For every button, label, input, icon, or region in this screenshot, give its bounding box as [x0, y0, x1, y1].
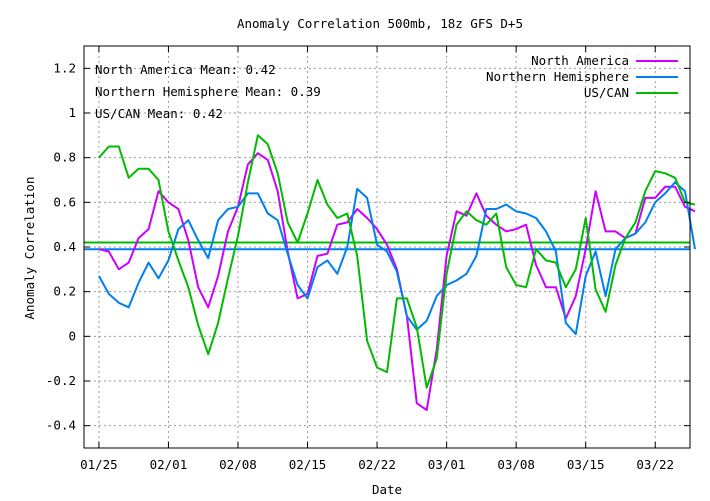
y-tick-label: 0.6	[53, 194, 76, 209]
mean-annotation: US/CAN Mean: 0.42	[95, 106, 223, 121]
y-tick-label: -0.4	[46, 418, 76, 433]
series-lines	[98, 134, 696, 411]
legend-label: North America	[531, 53, 629, 68]
mean-annotations: North America Mean: 0.42 Northern Hemisph…	[95, 62, 321, 121]
x-tick-label: 03/08	[497, 457, 535, 472]
x-tick-label: 03/15	[567, 457, 605, 472]
mean-annotation: Northern Hemisphere Mean: 0.39	[95, 84, 321, 99]
y-tick-label: 1.2	[53, 60, 76, 75]
x-tick-label: 01/25	[80, 457, 118, 472]
legend-label: US/CAN	[584, 85, 629, 100]
y-tick-label: 0	[68, 328, 76, 343]
x-tick-label: 03/22	[636, 457, 674, 472]
x-tick-label: 02/08	[219, 457, 257, 472]
x-axis-label: Date	[372, 482, 402, 497]
series-line	[98, 134, 696, 389]
legend-label: Northern Hemisphere	[486, 69, 629, 84]
y-tick-label: -0.2	[46, 373, 76, 388]
y-tick-label: 0.4	[53, 239, 76, 254]
mean-annotation: North America Mean: 0.42	[95, 62, 276, 77]
axis-ticks: -0.4 -0.2 0 0.2 0.4 0.6 0.8 1 1.2 01/25 02/01 02/08…	[46, 46, 690, 472]
x-tick-label: 02/15	[289, 457, 327, 472]
series-line	[98, 181, 696, 336]
y-tick-label: 0.2	[53, 284, 76, 299]
chart-title: Anomaly Correlation 500mb, 18z GFS D+5	[237, 16, 523, 31]
x-tick-label: 02/22	[358, 457, 396, 472]
series-line	[98, 152, 696, 411]
y-tick-label: 1	[68, 105, 76, 120]
y-tick-label: 0.8	[53, 150, 76, 165]
x-tick-label: 02/01	[150, 457, 188, 472]
x-tick-label: 03/01	[428, 457, 466, 472]
y-axis-label: Anomaly Correlation	[22, 177, 37, 320]
